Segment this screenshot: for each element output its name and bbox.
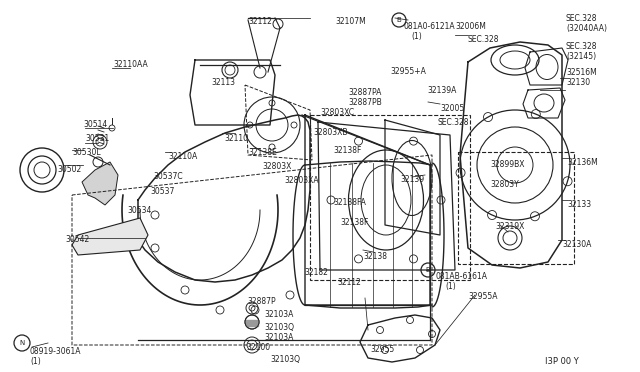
Text: 32006M: 32006M bbox=[455, 22, 486, 31]
Text: 32103Q: 32103Q bbox=[270, 355, 300, 364]
Text: I3P 00 Y: I3P 00 Y bbox=[545, 357, 579, 366]
Text: 32955+A: 32955+A bbox=[390, 67, 426, 76]
Text: 32103Q: 32103Q bbox=[264, 323, 294, 332]
Text: 32319X: 32319X bbox=[495, 222, 524, 231]
Text: 32110AA: 32110AA bbox=[113, 60, 148, 69]
Text: 32138F: 32138F bbox=[333, 146, 362, 155]
Text: 30514: 30514 bbox=[83, 120, 108, 129]
Text: 32803XA: 32803XA bbox=[284, 176, 319, 185]
Text: 081A0-6121A: 081A0-6121A bbox=[404, 22, 456, 31]
Text: (32040AA): (32040AA) bbox=[566, 24, 607, 33]
Text: 32182: 32182 bbox=[304, 268, 328, 277]
Text: 30537C: 30537C bbox=[153, 172, 182, 181]
Text: 32955: 32955 bbox=[370, 345, 394, 354]
Text: 32899BX: 32899BX bbox=[490, 160, 525, 169]
Text: N: N bbox=[19, 340, 24, 346]
Text: 32887PB: 32887PB bbox=[348, 98, 381, 107]
Text: SEC.328: SEC.328 bbox=[468, 35, 499, 44]
Text: 32112: 32112 bbox=[248, 17, 272, 26]
Text: 32138F: 32138F bbox=[340, 218, 369, 227]
Polygon shape bbox=[246, 320, 258, 326]
Text: 32138: 32138 bbox=[363, 252, 387, 261]
Text: 081AB-6161A: 081AB-6161A bbox=[436, 272, 488, 281]
Text: 32516M: 32516M bbox=[566, 68, 596, 77]
Text: 32136M: 32136M bbox=[567, 158, 598, 167]
Text: 32100: 32100 bbox=[246, 343, 270, 352]
Text: (1): (1) bbox=[30, 357, 41, 366]
Text: 30531: 30531 bbox=[85, 134, 109, 143]
Text: (1): (1) bbox=[445, 282, 456, 291]
Text: 32803XB: 32803XB bbox=[313, 128, 348, 137]
Text: 30534: 30534 bbox=[127, 206, 152, 215]
Text: 32803XC: 32803XC bbox=[320, 108, 354, 117]
Text: 32887P: 32887P bbox=[247, 297, 276, 306]
Bar bbox=[458, 152, 574, 264]
Text: 30530L: 30530L bbox=[72, 148, 100, 157]
Text: 32138FA: 32138FA bbox=[333, 198, 366, 207]
Text: 32803Y: 32803Y bbox=[490, 180, 519, 189]
Text: 32103A: 32103A bbox=[264, 333, 293, 342]
Text: 32110: 32110 bbox=[224, 134, 248, 143]
Text: SEC.328: SEC.328 bbox=[566, 42, 598, 51]
Polygon shape bbox=[72, 218, 148, 255]
Text: (1): (1) bbox=[411, 32, 422, 41]
Text: 32139A: 32139A bbox=[427, 86, 456, 95]
Text: 32112: 32112 bbox=[337, 278, 361, 287]
Text: 32887PA: 32887PA bbox=[348, 88, 381, 97]
Text: 32139: 32139 bbox=[400, 175, 424, 184]
Polygon shape bbox=[82, 162, 118, 205]
Text: SEC.328: SEC.328 bbox=[566, 14, 598, 23]
Text: 32803X: 32803X bbox=[262, 162, 291, 171]
Text: 08919-3061A: 08919-3061A bbox=[30, 347, 81, 356]
Text: 32005: 32005 bbox=[440, 104, 464, 113]
Bar bbox=[310, 115, 470, 280]
Text: B: B bbox=[426, 267, 430, 273]
Text: 30502: 30502 bbox=[57, 165, 81, 174]
Text: 32133: 32133 bbox=[567, 200, 591, 209]
Text: 32107M: 32107M bbox=[335, 17, 365, 26]
Text: (32145): (32145) bbox=[566, 52, 596, 61]
Text: 32110A: 32110A bbox=[168, 152, 197, 161]
Text: 32130: 32130 bbox=[566, 78, 590, 87]
Text: B: B bbox=[397, 17, 401, 23]
Text: 30537: 30537 bbox=[150, 187, 174, 196]
Text: 32103A: 32103A bbox=[264, 310, 293, 319]
Text: 32955A: 32955A bbox=[468, 292, 497, 301]
Text: 32130A: 32130A bbox=[562, 240, 591, 249]
Text: 30542: 30542 bbox=[65, 235, 89, 244]
Text: SEC.328: SEC.328 bbox=[438, 118, 470, 127]
Text: 32138E: 32138E bbox=[248, 148, 276, 157]
Text: 32113: 32113 bbox=[211, 78, 235, 87]
